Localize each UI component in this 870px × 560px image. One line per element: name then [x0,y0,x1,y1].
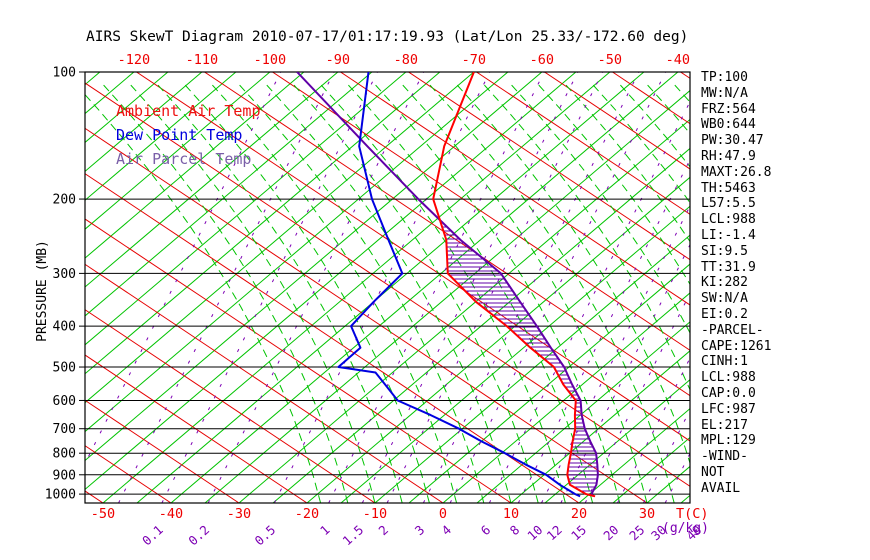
svg-text:-40: -40 [666,52,690,68]
legend-item-parcel: Air Parcel Temp [116,150,252,168]
legend-item-dewpoint: Dew Point Temp [116,126,243,144]
svg-text:-110: -110 [186,52,219,68]
parcel-curve [296,72,599,498]
svg-text:900: 900 [53,468,76,483]
mixing-unit-label: (g/kg) [662,521,709,536]
top-axis-tick-labels: -120 -110 -100 -90 -80 -70 -60 -50 -40 [118,52,690,68]
svg-text:12: 12 [544,522,565,543]
svg-text:300: 300 [53,267,76,282]
info-panel-row: NOT [701,464,725,480]
svg-text:25: 25 [626,522,647,543]
svg-text:-50: -50 [91,506,115,522]
svg-text:4: 4 [438,522,454,538]
info-panel-row: TT:31.9 [701,259,756,275]
chart-title: AIRS SkewT Diagram 2010-07-17/01:17:19.9… [86,29,689,45]
svg-text:-100: -100 [254,52,287,68]
svg-text:1.5: 1.5 [339,522,366,548]
svg-text:600: 600 [53,394,76,409]
info-panel-row: RH:47.9 [701,148,756,164]
svg-text:500: 500 [53,361,76,376]
svg-text:-10: -10 [363,506,387,522]
svg-text:-60: -60 [530,52,554,68]
svg-text:1: 1 [317,522,333,538]
info-panel-row: EL:217 [701,417,748,433]
svg-text:0: 0 [439,506,447,522]
svg-text:-20: -20 [295,506,319,522]
svg-text:30: 30 [648,522,669,543]
info-panel-row: CAPE:1261 [701,338,772,354]
svg-text:15: 15 [568,522,589,543]
info-panel-row: AVAIL [701,480,741,496]
svg-text:0.2: 0.2 [185,522,212,548]
info-panel-row: PW:30.47 [701,133,764,149]
info-panel-row: CAP:0.0 [701,385,756,401]
info-panel-row: L57:5.5 [701,196,756,212]
info-panel-row: EI:0.2 [701,306,748,322]
svg-text:100: 100 [53,66,76,81]
info-panel-row: KI:282 [701,275,748,291]
svg-text:-40: -40 [159,506,183,522]
svg-text:200: 200 [53,193,76,208]
svg-text:0.5: 0.5 [252,522,279,548]
svg-text:2: 2 [375,522,391,538]
pressure-axis-label: PRESSURE (MB) [35,240,50,342]
dewpoint-curve [337,72,581,498]
svg-text:-90: -90 [326,52,350,68]
info-panel-row: -WIND- [701,449,748,465]
grid-moist-adiabats [85,82,690,503]
info-panel-row: SI:9.5 [701,243,748,259]
info-panel-row: LCL:988 [701,370,756,386]
svg-text:700: 700 [53,422,76,437]
legend-item-ambient: Ambient Air Temp [116,102,261,120]
svg-text:3: 3 [412,522,428,538]
svg-text:40: 40 [683,522,704,543]
info-panel-row: TP:100 [701,70,748,85]
svg-text:-50: -50 [598,52,622,68]
bottom-axis-tick-labels: -50 -40 -30 -20 -10 0 10 20 30 [91,506,655,522]
svg-text:10: 10 [503,506,519,522]
info-panel-row: LI:-1.4 [701,227,756,243]
info-panel-row: CINH:1 [701,354,748,370]
svg-text:20: 20 [571,506,587,522]
svg-text:10: 10 [524,522,545,543]
svg-text:-70: -70 [462,52,486,68]
legend: Ambient Air Temp Dew Point Temp Air Parc… [116,99,261,171]
svg-text:0.1: 0.1 [139,522,166,548]
svg-text:-80: -80 [394,52,418,68]
info-panel-row: LCL:988 [701,212,756,228]
info-panel-row: MPL:129 [701,433,756,449]
svg-text:-30: -30 [227,506,251,522]
svg-text:800: 800 [53,447,76,462]
svg-text:400: 400 [53,320,76,335]
info-panel-row: MW:N/A [701,85,748,101]
info-panel-row: SW:N/A [701,291,748,307]
pressure-axis-tick-labels: 100 200 300 400 500 600 700 800 900 1000 [45,66,76,503]
info-panel-row: WB0:644 [701,117,756,133]
info-panel-row: TH:5463 [701,180,756,196]
svg-text:30: 30 [639,506,655,522]
info-panel-row: LFC:987 [701,401,756,417]
svg-text:1000: 1000 [45,488,76,503]
info-panel-row: FRZ:564 [701,101,756,117]
svg-text:-120: -120 [118,52,151,68]
svg-text:6: 6 [478,522,494,538]
cape-hatch [440,222,598,496]
temp-unit-label: T(C) [676,506,709,522]
info-panel-row: MAXT:26.8 [701,164,772,180]
info-panel-row: -PARCEL- [701,322,764,338]
info-panel: TP:100 MW:N/A FRZ:564 WB0:644 PW:30.47 RH:47.… [701,70,771,497]
grid-dry-adiabats [85,72,690,503]
svg-text:8: 8 [507,522,523,538]
svg-text:20: 20 [600,522,621,543]
ambient-temp-curve [432,72,596,498]
